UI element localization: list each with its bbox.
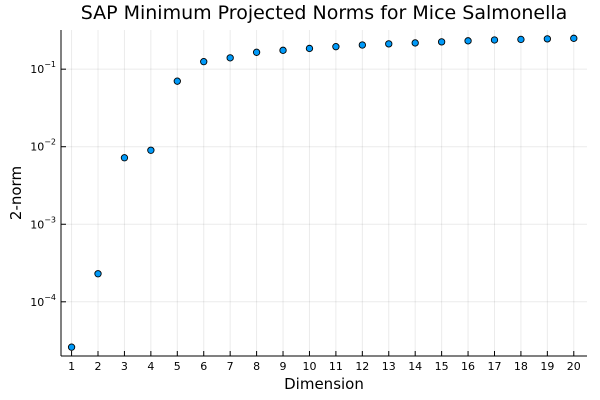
x-tick-label: 17 xyxy=(487,360,501,373)
data-point xyxy=(147,146,155,154)
x-tick-label: 16 xyxy=(461,360,475,373)
x-tick-label: 15 xyxy=(435,360,449,373)
x-tick-label: 6 xyxy=(200,360,207,373)
data-point xyxy=(517,35,525,44)
data-point xyxy=(385,40,393,48)
x-tick-label: 3 xyxy=(121,360,128,373)
data-point xyxy=(570,34,578,42)
data-point xyxy=(252,48,261,56)
data-point xyxy=(67,343,76,351)
data-point xyxy=(332,43,340,51)
y-tick-label: 10−3 xyxy=(30,215,56,231)
y-tick-label: 10−4 xyxy=(30,293,56,309)
data-point xyxy=(490,36,499,44)
x-tick-label: 1 xyxy=(68,360,75,373)
x-tick-label: 5 xyxy=(174,360,181,373)
x-tick-label: 8 xyxy=(253,360,260,373)
y-tick-base: 10 xyxy=(30,141,44,154)
x-tick-label: 2 xyxy=(95,360,102,373)
x-tick-label: 12 xyxy=(355,360,369,373)
y-ticks: 10−410−310−210−1 xyxy=(30,60,66,309)
data-point xyxy=(543,35,552,43)
y-tick-base: 10 xyxy=(30,218,44,231)
x-tick-label: 13 xyxy=(382,360,396,373)
x-tick-label: 14 xyxy=(408,360,422,373)
y-tick-base: 10 xyxy=(30,296,44,309)
x-tick-label: 4 xyxy=(147,360,154,373)
data-point xyxy=(226,54,234,62)
grid xyxy=(61,30,587,356)
x-tick-label: 11 xyxy=(329,360,343,373)
y-tick-label: 10−2 xyxy=(30,138,56,154)
y-tick-base: 10 xyxy=(30,63,44,76)
data-points xyxy=(67,34,578,351)
data-point xyxy=(120,154,129,162)
x-ticks: 1 2 3 4 5 6 7 8 9 10 11 12 13 14 15 16 17 18 19 20 xyxy=(68,351,581,373)
y-tick-exponent: −4 xyxy=(44,293,56,302)
x-tick-label: 7 xyxy=(227,360,234,373)
data-point xyxy=(94,270,102,278)
data-point xyxy=(358,41,366,49)
y-axis-label: 2-norm xyxy=(7,166,25,220)
x-tick-label: 10 xyxy=(302,360,316,373)
y-tick-exponent: −1 xyxy=(44,60,56,69)
x-tick-label: 18 xyxy=(514,360,528,373)
data-point xyxy=(173,77,181,85)
x-tick-label: 9 xyxy=(280,360,287,373)
data-point xyxy=(464,37,472,45)
data-point xyxy=(305,44,314,53)
y-tick-label: 10−1 xyxy=(30,60,56,76)
data-point xyxy=(200,58,208,66)
x-tick-label: 20 xyxy=(567,360,581,373)
data-point xyxy=(411,39,419,47)
x-axis-label: Dimension xyxy=(284,375,364,393)
data-point xyxy=(279,46,287,54)
y-tick-exponent: −3 xyxy=(44,215,56,224)
y-tick-exponent: −2 xyxy=(44,138,56,147)
data-point xyxy=(437,38,446,46)
chart-title: SAP Minimum Projected Norms for Mice Sal… xyxy=(81,2,568,24)
x-tick-label: 19 xyxy=(540,360,554,373)
